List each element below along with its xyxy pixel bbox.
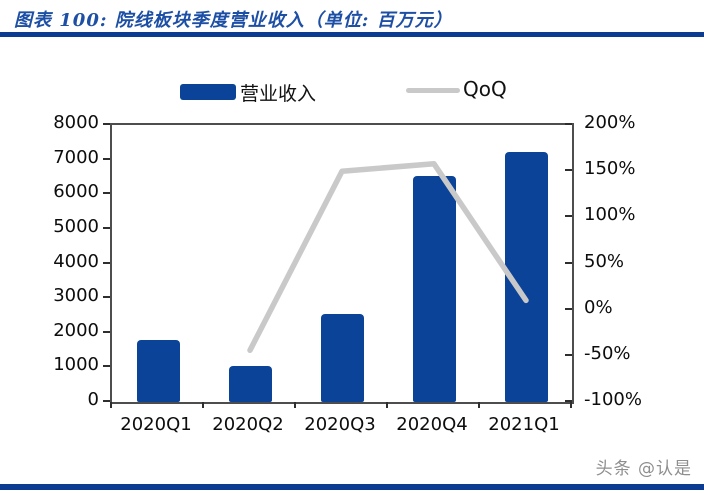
left-axis-tick <box>103 261 110 264</box>
right-axis-label: 50% <box>584 250 625 272</box>
legend-line-swatch <box>406 88 460 93</box>
plot-area <box>110 123 574 404</box>
x-axis-tick <box>570 402 572 408</box>
x-axis-tick <box>202 402 204 408</box>
right-axis-label: 0% <box>584 296 613 318</box>
left-axis-tick <box>103 365 110 368</box>
right-axis-label: 100% <box>584 204 636 226</box>
left-axis-label: 1000 <box>53 354 99 376</box>
right-axis-label: 200% <box>584 112 636 133</box>
left-axis-tick <box>103 157 110 160</box>
left-axis-tick <box>103 296 110 299</box>
x-axis-label-2020Q1: 2020Q1 <box>120 414 192 435</box>
legend-bar-label: 营业收入 <box>240 83 317 105</box>
left-axis-label: 7000 <box>53 146 99 168</box>
right-axis-label: -50% <box>584 342 631 364</box>
left-axis-label: 5000 <box>53 215 99 237</box>
x-axis-label-2020Q4: 2020Q4 <box>396 414 468 435</box>
x-axis-label-2021Q1: 2021Q1 <box>488 414 560 435</box>
left-axis-label: 0 <box>87 389 99 410</box>
left-axis-label: 8000 <box>53 112 99 133</box>
right-axis-tick <box>565 400 572 402</box>
left-axis-label: 4000 <box>53 250 99 272</box>
left-axis-tick <box>103 330 110 333</box>
qoq-line <box>247 161 529 354</box>
legend-line-label: QoQ <box>463 77 507 101</box>
right-axis-tick <box>565 169 572 172</box>
bar-2020Q3 <box>320 314 364 402</box>
bar-2020Q4 <box>412 176 456 402</box>
right-axis-label: 150% <box>584 158 636 180</box>
right-axis-tick <box>565 353 572 356</box>
right-axis-label: -100% <box>584 389 642 410</box>
right-axis-tick <box>565 261 572 264</box>
left-axis-tick <box>103 123 110 125</box>
left-axis-label: 2000 <box>53 319 99 341</box>
x-axis-label-2020Q2: 2020Q2 <box>212 414 284 435</box>
left-axis-tick <box>103 400 110 402</box>
right-axis-tick <box>565 215 572 218</box>
watermark-text: 头条 @认是 <box>595 459 692 479</box>
footer-rule <box>0 484 704 490</box>
qoq-line-svg <box>247 161 529 354</box>
right-axis-tick <box>565 123 572 125</box>
x-axis-label-2020Q3: 2020Q3 <box>304 414 376 435</box>
x-axis-tick <box>110 402 112 408</box>
right-axis-tick <box>565 307 572 310</box>
title-divider-rule <box>0 32 704 37</box>
left-axis-label: 6000 <box>53 181 99 203</box>
left-axis-label: 3000 <box>53 285 99 307</box>
legend-bar-swatch <box>180 84 236 100</box>
left-axis-tick <box>103 226 110 229</box>
bar-2020Q2 <box>228 366 272 402</box>
bar-2020Q1 <box>136 340 180 402</box>
x-axis-tick <box>294 402 296 408</box>
left-axis-tick <box>103 192 110 195</box>
x-axis-tick <box>386 402 388 408</box>
figure-title: 图表 100: 院线板块季度营业收入（单位: 百万元） <box>14 10 453 31</box>
x-axis-tick <box>478 402 480 408</box>
